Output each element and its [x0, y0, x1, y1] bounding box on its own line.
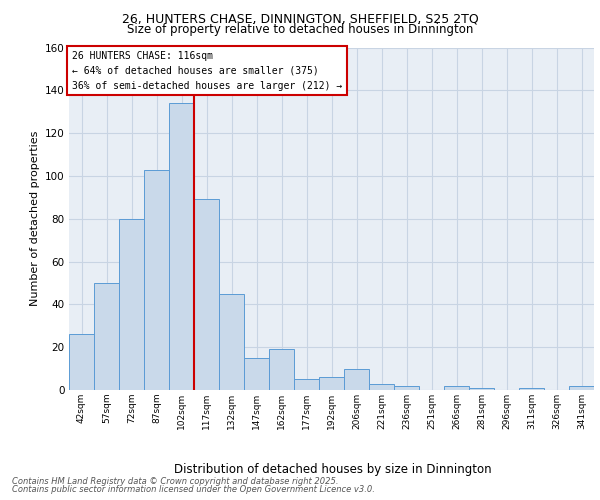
- Y-axis label: Number of detached properties: Number of detached properties: [29, 131, 40, 306]
- Bar: [569, 386, 594, 390]
- Bar: [369, 384, 394, 390]
- Bar: [169, 103, 194, 390]
- Text: 26 HUNTERS CHASE: 116sqm
← 64% of detached houses are smaller (375)
36% of semi-: 26 HUNTERS CHASE: 116sqm ← 64% of detach…: [71, 51, 342, 90]
- Bar: [69, 334, 94, 390]
- Bar: [394, 386, 419, 390]
- Bar: [519, 388, 544, 390]
- Bar: [244, 358, 269, 390]
- Bar: [194, 200, 219, 390]
- Bar: [319, 377, 344, 390]
- Text: Contains public sector information licensed under the Open Government Licence v3: Contains public sector information licen…: [12, 485, 375, 494]
- Bar: [294, 380, 319, 390]
- Bar: [269, 350, 294, 390]
- Bar: [469, 388, 494, 390]
- Bar: [119, 219, 144, 390]
- Text: Contains HM Land Registry data © Crown copyright and database right 2025.: Contains HM Land Registry data © Crown c…: [12, 478, 338, 486]
- Bar: [344, 368, 369, 390]
- Text: 26, HUNTERS CHASE, DINNINGTON, SHEFFIELD, S25 2TQ: 26, HUNTERS CHASE, DINNINGTON, SHEFFIELD…: [122, 12, 478, 26]
- Bar: [144, 170, 169, 390]
- Bar: [444, 386, 469, 390]
- Bar: [94, 283, 119, 390]
- Text: Distribution of detached houses by size in Dinnington: Distribution of detached houses by size …: [174, 462, 492, 475]
- Text: Size of property relative to detached houses in Dinnington: Size of property relative to detached ho…: [127, 22, 473, 36]
- Bar: [219, 294, 244, 390]
